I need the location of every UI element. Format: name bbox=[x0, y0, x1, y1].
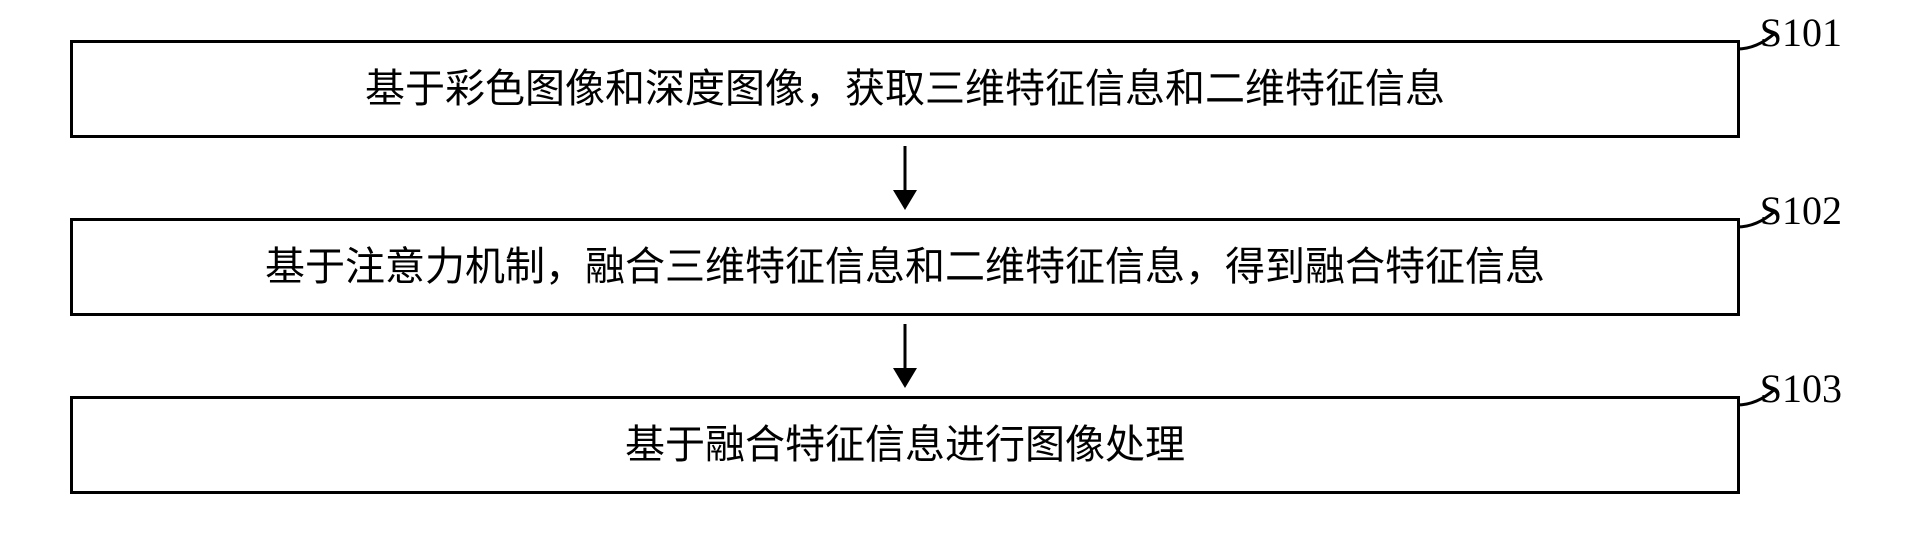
step-text-s103: 基于融合特征信息进行图像处理 bbox=[625, 422, 1185, 467]
down-arrow-icon bbox=[885, 146, 925, 210]
flow-step-s103: S103 基于融合特征信息进行图像处理 bbox=[70, 396, 1740, 494]
arrow-s102-s103 bbox=[70, 316, 1740, 396]
arrow-s101-s102 bbox=[70, 138, 1740, 218]
step-text-s101: 基于彩色图像和深度图像，获取三维特征信息和二维特征信息 bbox=[365, 66, 1445, 111]
step-text-s102: 基于注意力机制，融合三维特征信息和二维特征信息，得到融合特征信息 bbox=[265, 244, 1545, 289]
step-label-s101: S101 bbox=[1760, 5, 1842, 61]
step-label-s103: S103 bbox=[1760, 361, 1842, 417]
flow-step-s102: S102 基于注意力机制，融合三维特征信息和二维特征信息，得到融合特征信息 bbox=[70, 218, 1740, 316]
step-label-s102: S102 bbox=[1760, 183, 1842, 239]
flowchart-container: S101 基于彩色图像和深度图像，获取三维特征信息和二维特征信息 S102 基于… bbox=[70, 40, 1846, 494]
down-arrow-icon bbox=[885, 324, 925, 388]
flow-step-s101: S101 基于彩色图像和深度图像，获取三维特征信息和二维特征信息 bbox=[70, 40, 1740, 138]
